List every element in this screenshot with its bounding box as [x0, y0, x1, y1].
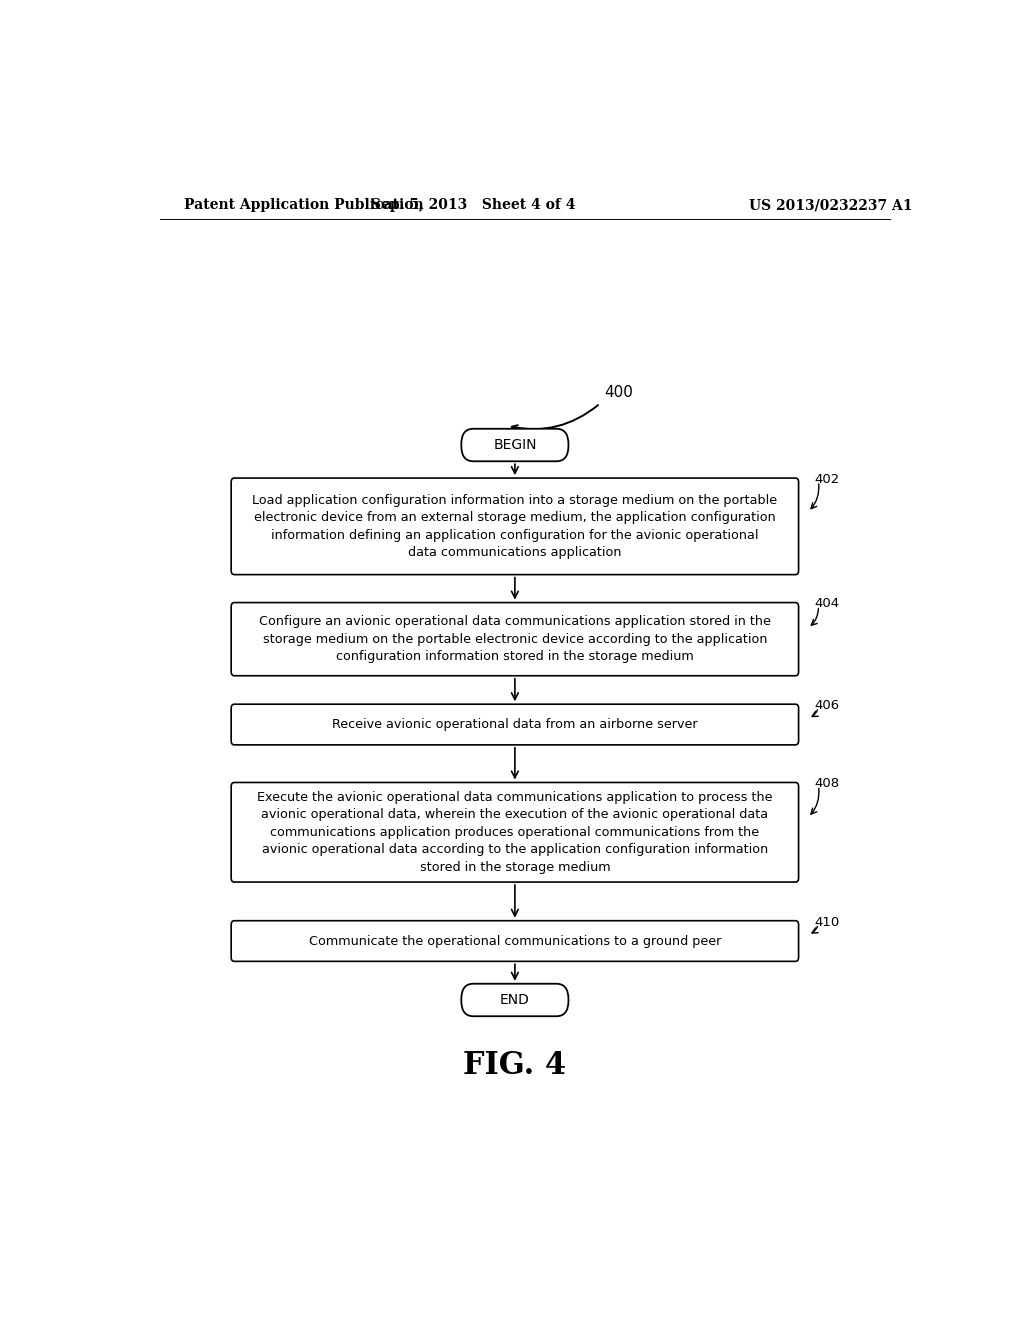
Text: Configure an avionic operational data communications application stored in the
s: Configure an avionic operational data co…: [259, 615, 771, 663]
Text: END: END: [500, 993, 529, 1007]
FancyBboxPatch shape: [231, 921, 799, 961]
Text: 410: 410: [814, 916, 840, 928]
Text: Sep. 5, 2013   Sheet 4 of 4: Sep. 5, 2013 Sheet 4 of 4: [371, 198, 575, 213]
Text: 404: 404: [814, 598, 840, 610]
Text: BEGIN: BEGIN: [494, 438, 537, 451]
Text: Receive avionic operational data from an airborne server: Receive avionic operational data from an…: [332, 718, 697, 731]
FancyBboxPatch shape: [231, 478, 799, 574]
Text: FIG. 4: FIG. 4: [463, 1049, 566, 1081]
FancyBboxPatch shape: [231, 602, 799, 676]
Text: Execute the avionic operational data communications application to process the
a: Execute the avionic operational data com…: [257, 791, 773, 874]
Text: 406: 406: [814, 700, 840, 711]
FancyBboxPatch shape: [461, 429, 568, 461]
Text: Communicate the operational communications to a ground peer: Communicate the operational communicatio…: [308, 935, 721, 948]
FancyBboxPatch shape: [231, 704, 799, 744]
Text: 408: 408: [814, 777, 840, 791]
FancyBboxPatch shape: [231, 783, 799, 882]
Text: Load application configuration information into a storage medium on the portable: Load application configuration informati…: [252, 494, 777, 560]
FancyBboxPatch shape: [461, 983, 568, 1016]
Text: Patent Application Publication: Patent Application Publication: [183, 198, 423, 213]
Text: 402: 402: [814, 473, 840, 486]
Text: US 2013/0232237 A1: US 2013/0232237 A1: [749, 198, 912, 213]
Text: 400: 400: [604, 385, 633, 400]
